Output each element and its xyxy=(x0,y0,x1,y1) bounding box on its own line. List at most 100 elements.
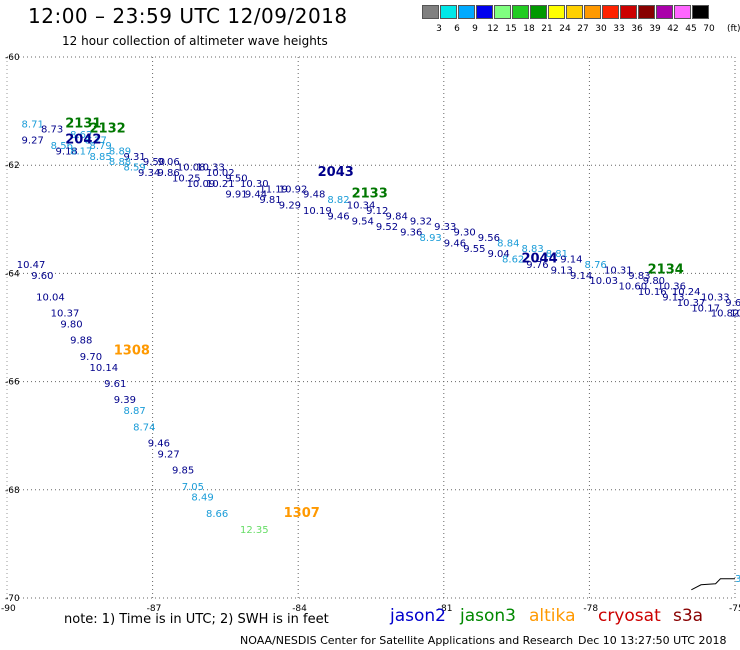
wave-height-value: 9.31 xyxy=(123,152,145,163)
credit-text: NOAA/NESDIS Center for Satellite Applica… xyxy=(240,634,574,647)
legend-swatch xyxy=(638,5,655,19)
coastline xyxy=(691,578,735,591)
pass-number-label: 2133 xyxy=(352,187,388,202)
wave-height-value: 9.36 xyxy=(400,228,422,239)
wave-height-value: 9.88 xyxy=(70,336,92,347)
legend-unit: (ft) xyxy=(727,24,740,34)
lat-tick-label: -60 xyxy=(5,53,20,63)
wave-height-value: 9.46 xyxy=(327,211,349,222)
wave-height-value: 9.55 xyxy=(463,244,485,255)
legend-label: 30 xyxy=(595,24,607,34)
axis-ticks: -90 -87 -84 -81 -78 -75 -60 -62 -64 -66 -68 -70 xyxy=(1,53,740,614)
lon-tick-label: -81 xyxy=(438,604,453,614)
wave-height-value: 9.81 xyxy=(259,195,281,206)
wave-height-value: 8.87 xyxy=(123,406,145,417)
map-title: 12:00 – 23:59 UTC 12/09/2018 xyxy=(28,4,348,28)
legend-swatch xyxy=(530,5,547,19)
legend-swatch xyxy=(548,5,565,19)
wave-height-value: 10.25 xyxy=(172,173,201,184)
lon-tick-label: -75 xyxy=(729,604,740,614)
wave-height-value: 8.74 xyxy=(133,422,155,433)
lon-tick-label: -87 xyxy=(147,604,162,614)
legend-label: 33 xyxy=(613,24,625,34)
legend-swatch xyxy=(602,5,619,19)
map-subtitle: 12 hour collection of altimeter wave hei… xyxy=(62,34,328,48)
legend-label: 18 xyxy=(523,24,535,34)
wave-height-value: 8.82 xyxy=(327,195,349,206)
pass-number-label: 2132 xyxy=(90,122,126,137)
wave-height-value: 10.17 xyxy=(691,303,720,314)
wave-height-value: 8.76 xyxy=(585,260,607,271)
legend-swatch xyxy=(476,5,493,19)
wave-height-value: 10.37 xyxy=(51,309,80,320)
wave-height-value: 9.30 xyxy=(454,228,476,239)
wave-height-value: 9.13 xyxy=(551,265,573,276)
legend-label: 39 xyxy=(649,24,661,34)
pass-number-label: 1307 xyxy=(284,506,320,521)
wave-height-value: 9.46 xyxy=(444,238,466,249)
wave-height-value: 8.59 xyxy=(123,163,145,174)
wave-height-value: 9.76 xyxy=(526,260,548,271)
wave-height-value: 9.48 xyxy=(303,190,325,201)
wave-height-value: 10.33 xyxy=(196,163,225,174)
wave-height-value: 8.62 xyxy=(502,255,524,266)
legend-label: 12 xyxy=(487,24,499,34)
legend-swatch xyxy=(692,5,709,19)
lat-tick-label: -66 xyxy=(5,378,20,388)
legend-swatch xyxy=(422,5,439,19)
wave-height-value: 8.73 xyxy=(41,125,63,136)
wave-height-value: 8.49 xyxy=(191,493,213,504)
legend-label: 6 xyxy=(454,24,460,34)
wave-height-observations: 8.718.739.27 8.569.188.628.278.798.178.85… xyxy=(17,119,740,584)
legend-swatch xyxy=(620,5,637,19)
wave-height-value: 10.16 xyxy=(638,287,667,298)
wave-height-value: 9.14 xyxy=(560,255,582,266)
lon-tick-label: -84 xyxy=(292,604,307,614)
legend-label: 15 xyxy=(505,24,517,34)
wave-height-value: 10.00 xyxy=(730,309,740,320)
legend-label: 70 xyxy=(703,24,715,34)
legend-label: 3 xyxy=(436,24,442,34)
pass-number-label: 2044 xyxy=(521,252,557,267)
wave-height-value: 10.30 xyxy=(240,179,269,190)
wave-height-value: 10.21 xyxy=(206,179,235,190)
wave-height-value: 10.36 xyxy=(657,282,686,293)
wave-height-value: 9.33 xyxy=(434,222,456,233)
wave-height-value: 9.27 xyxy=(157,449,179,460)
wave-height-value: 10.03 xyxy=(589,276,618,287)
wave-height-value: 9.29 xyxy=(279,200,301,211)
wave-height-value: 10.19 xyxy=(303,206,332,217)
wave-height-value: 10.33 xyxy=(701,292,730,303)
legend-label: 45 xyxy=(685,24,697,34)
lat-tick-label: -62 xyxy=(5,161,20,171)
sat-jason2: jason2 xyxy=(390,606,446,626)
wave-height-value: 9.12 xyxy=(366,206,388,217)
wave-height-value: 11.19 xyxy=(259,184,288,195)
sat-s3a: s3a xyxy=(673,606,704,626)
pass-number-label: 2134 xyxy=(648,262,684,277)
legend-swatch xyxy=(656,5,673,19)
wave-height-value: 10.37 xyxy=(677,298,706,309)
legend-swatch xyxy=(566,5,583,19)
wave-height-value: 9.60 xyxy=(31,271,53,282)
generated-timestamp: Dec 10 13:27:50 UTC 2018 xyxy=(578,634,727,647)
wave-height-value: 9.46 xyxy=(148,439,170,450)
wave-height-value: 10.24 xyxy=(672,287,701,298)
wave-height-value: 10.08 xyxy=(177,163,206,174)
lat-tick-label: -64 xyxy=(5,269,20,279)
wave-height-value: 7.05 xyxy=(182,482,204,493)
wave-height-value: 8.81 xyxy=(546,249,568,260)
wave-height-value: 10.31 xyxy=(604,265,633,276)
wave-height-value: 8.84 xyxy=(497,238,519,249)
wave-height-value: 8.71 xyxy=(22,119,44,130)
wave-height-value: 8.83 xyxy=(521,244,543,255)
wave-height-value: 9.50 xyxy=(225,173,247,184)
wave-height-value: 8.89 xyxy=(109,146,131,157)
sat-jason3: jason3 xyxy=(460,606,516,626)
legend-swatch xyxy=(512,5,529,19)
legend-swatch xyxy=(494,5,511,19)
wave-height-value: 10.14 xyxy=(90,363,119,374)
wave-height-value: 9.68 xyxy=(725,298,740,309)
